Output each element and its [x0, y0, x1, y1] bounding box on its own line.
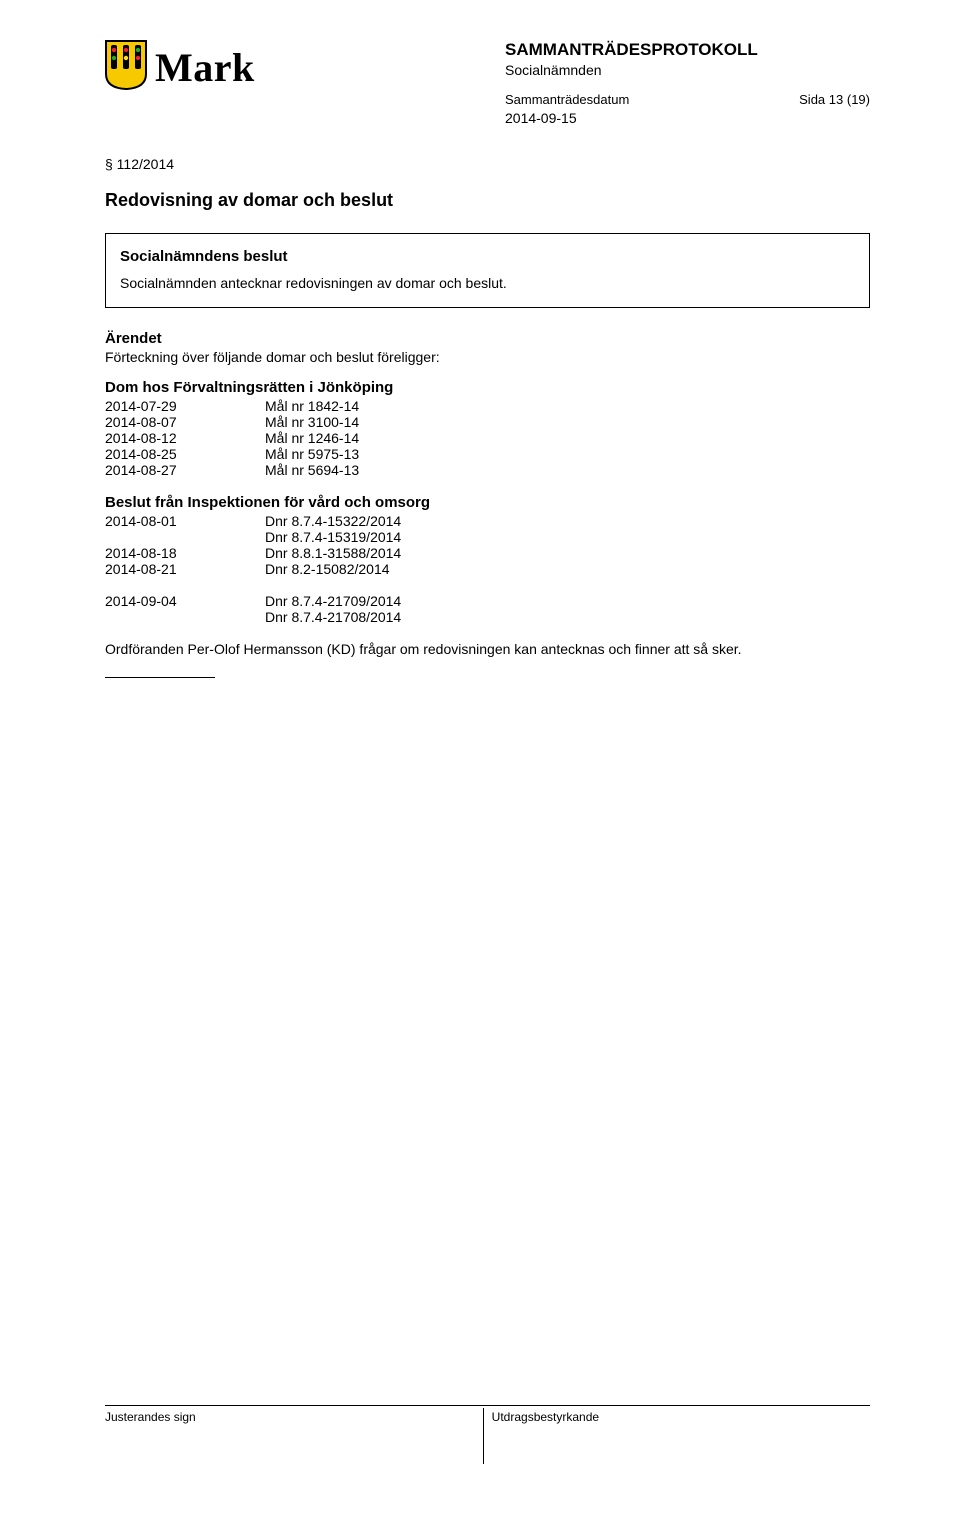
page: Mark SAMMANTRÄDESPROTOKOLL Socialnämnden… — [0, 0, 960, 1524]
beslut-row: 2014-09-04Dnr 8.7.4-21709/2014 — [105, 593, 870, 609]
logo-shield-icon — [105, 40, 147, 95]
logo: Mark — [105, 40, 255, 95]
logo-text: Mark — [155, 44, 255, 91]
header-right: SAMMANTRÄDESPROTOKOLL Socialnämnden Samm… — [505, 40, 870, 126]
dom-heading: Dom hos Förvaltningsrätten i Jönköping — [105, 379, 870, 396]
doc-type-title: SAMMANTRÄDESPROTOKOLL — [505, 40, 870, 60]
decision-box-text: Socialnämnden antecknar redovisningen av… — [120, 275, 855, 291]
decision-box-title: Socialnämndens beslut — [120, 248, 855, 265]
dom-row: 2014-08-07Mål nr 3100-14 — [105, 414, 870, 430]
page-title: Redovisning av domar och beslut — [105, 190, 870, 211]
footer: Justerandes sign Utdragsbestyrkande — [105, 1405, 870, 1464]
meta-row: Sammanträdesdatum Sida 13 (19) — [505, 92, 870, 107]
page-indicator: Sida 13 (19) — [799, 92, 870, 107]
beslut-row: Dnr 8.7.4-15319/2014 — [105, 529, 870, 545]
dom-row: 2014-08-27Mål nr 5694-13 — [105, 462, 870, 478]
dom-row: 2014-08-25Mål nr 5975-13 — [105, 446, 870, 462]
header: Mark SAMMANTRÄDESPROTOKOLL Socialnämnden… — [105, 40, 870, 126]
beslut-row: 2014-08-21Dnr 8.2-15082/2014 — [105, 561, 870, 577]
divider — [105, 677, 215, 678]
decision-box: Socialnämndens beslut Socialnämnden ante… — [105, 233, 870, 308]
dom-row: 2014-08-12Mål nr 1246-14 — [105, 430, 870, 446]
meeting-date: 2014-09-15 — [505, 110, 870, 126]
dom-row: 2014-07-29Mål nr 1842-14 — [105, 398, 870, 414]
arendet-heading: Ärendet — [105, 330, 870, 347]
beslut-row: 2014-08-01Dnr 8.7.4-15322/2014 — [105, 513, 870, 529]
beslut-row: 2014-08-18Dnr 8.8.1-31588/2014 — [105, 545, 870, 561]
meeting-date-label: Sammanträdesdatum — [505, 92, 629, 107]
content: Ärendet Förteckning över följande domar … — [105, 330, 870, 678]
closing-text: Ordföranden Per-Olof Hermansson (KD) frå… — [105, 641, 870, 657]
beslut-row: Dnr 8.7.4-21708/2014 — [105, 609, 870, 625]
footer-sign-label: Justerandes sign — [105, 1408, 484, 1464]
arendet-intro: Förteckning över följande domar och besl… — [105, 349, 870, 365]
section-reference: § 112/2014 — [105, 156, 870, 172]
footer-cert-label: Utdragsbestyrkande — [484, 1408, 870, 1464]
beslut-heading: Beslut från Inspektionen för vård och om… — [105, 494, 870, 511]
committee-name: Socialnämnden — [505, 62, 870, 78]
